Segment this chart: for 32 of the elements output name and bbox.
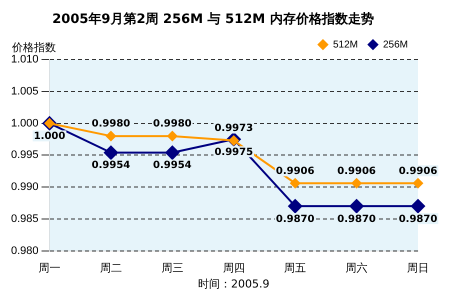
y-tick-label: 0.980 xyxy=(10,244,39,257)
y-tick-label: 1.000 xyxy=(10,117,39,130)
chart-title: 2005年9月第2周 256M 与 512M 内存价格指数走势 xyxy=(52,11,374,28)
data-label: 0.9870 xyxy=(337,214,376,225)
data-label: 1.000 xyxy=(34,130,66,142)
y-tick-label: 0.985 xyxy=(10,212,39,225)
data-label: 0.9980 xyxy=(92,118,130,130)
x-tick-label: 周一 xyxy=(38,262,61,274)
legend-label: 512M xyxy=(332,39,358,50)
data-label: 0.9870 xyxy=(398,214,438,225)
x-tick-label: 周六 xyxy=(346,261,368,274)
y-tick-label: 0.995 xyxy=(10,149,39,162)
data-label: 0.9906 xyxy=(276,166,315,177)
x-tick-label: 周三 xyxy=(161,262,184,274)
x-tick-label: 周四 xyxy=(222,262,245,274)
data-label: 0.9954 xyxy=(153,160,192,172)
legend-label: 256M xyxy=(382,39,408,50)
y-tick-label: 1.005 xyxy=(10,86,39,98)
data-label: 0.9906 xyxy=(398,166,438,177)
y-axis-title: 价格指数 xyxy=(11,40,56,54)
data-label: 0.9906 xyxy=(337,166,376,177)
y-tick-label: 1.010 xyxy=(10,54,39,66)
x-tick-label: 周二 xyxy=(100,262,122,274)
x-tick-label: 周五 xyxy=(284,262,306,274)
data-label: 0.9973 xyxy=(214,123,254,134)
text: 时间：2005.9 xyxy=(198,277,270,290)
data-label: 0.9954 xyxy=(92,160,130,172)
data-label: 0.9980 xyxy=(153,118,192,130)
x-tick-label: 周日 xyxy=(407,262,429,274)
data-label: 0.9870 xyxy=(276,214,315,225)
y-tick-label: 0.990 xyxy=(10,181,39,194)
data-label: 0.9975 xyxy=(214,146,254,158)
